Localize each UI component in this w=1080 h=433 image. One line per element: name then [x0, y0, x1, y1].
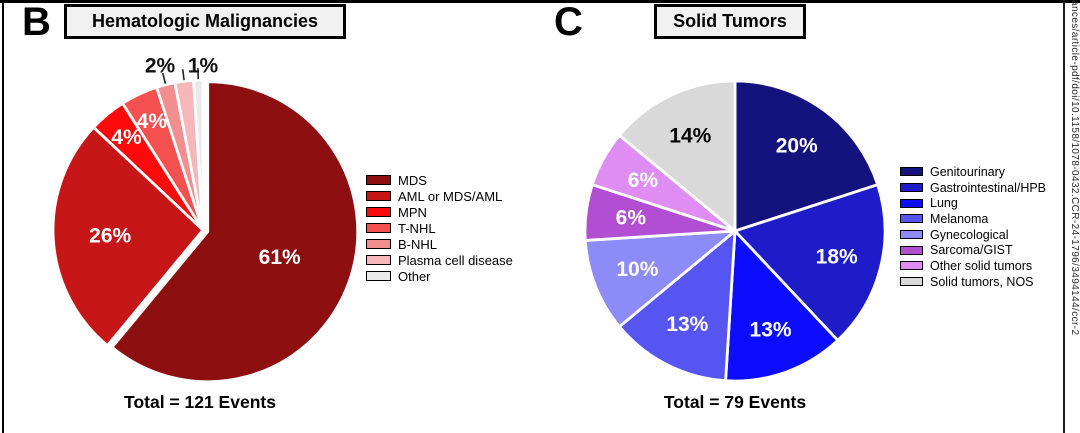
legend-label-t-nhl: T-NHL: [398, 220, 436, 236]
pie-b: 61% 26% 4%4% 2% 1%: [51, 55, 360, 384]
legend-item-sarcoma-gist: Sarcoma/GIST: [900, 242, 1046, 258]
pie-slice-mds: [110, 80, 360, 384]
legend-item-genitourinary: Genitourinary: [900, 164, 1046, 180]
pie-slice-melanoma: [618, 229, 737, 383]
pie-label-gynecological: 10%: [616, 258, 658, 281]
legend-item-b-nhl: B-NHL: [366, 236, 513, 252]
panel-c-legend: Genitourinary Gastrointestinal/HPB Lung Mel…: [900, 164, 1046, 290]
legend-label-plasma-cell-disease: Plasma cell disease: [398, 252, 513, 268]
legend-item-melanoma: Melanoma: [900, 211, 1046, 227]
legend-label-b-nhl: B-NHL: [398, 236, 438, 252]
leader-tick-b-nhl: [161, 72, 167, 84]
pie-label-b-nhl: 2%: [145, 55, 176, 78]
pie-label-genitourinary: 20%: [776, 135, 818, 158]
pie-c: 20% 18% 13% 13% 10% 6% 6% 14%: [583, 79, 887, 383]
legend-label-gastrointestinal-hpb: Gastrointestinal/HPB: [930, 180, 1047, 195]
legend-item-t-nhl: T-NHL: [366, 220, 513, 236]
legend-label-other: Other: [398, 268, 431, 284]
panel-c-letter: C: [554, 0, 583, 44]
pie-label-lung: 13%: [750, 318, 792, 341]
leader-tick-plasma-cell-disease: [181, 69, 185, 81]
pie-label-solid-tumors-nos: 14%: [669, 124, 711, 147]
legend-label-lung: Lung: [930, 196, 958, 211]
legend-swatch-other: [366, 271, 391, 281]
legend-label-mpn: MPN: [398, 204, 427, 220]
legend-swatch-lung: [900, 198, 923, 208]
watermark-text: ances/article-pdf/doi/10.1158/1078-0432.…: [1069, 0, 1080, 336]
legend-swatch-t-nhl: [366, 223, 391, 233]
legend-swatch-gastrointestinal-hpb: [900, 183, 923, 193]
pie-label-melanoma: 13%: [666, 313, 708, 336]
legend-swatch-mpn: [366, 207, 391, 217]
pie-slice-gastrointestinal-hpb: [733, 183, 887, 342]
legend-swatch-sarcoma-gist: [900, 245, 923, 255]
legend-item-other-solid-tumors: Other solid tumors: [900, 258, 1046, 274]
legend-item-plasma-cell-disease: Plasma cell disease: [366, 252, 513, 268]
pie-slice-lung: [724, 229, 840, 383]
panel-b-letter: B: [22, 0, 51, 44]
frame-left-rule: [1, 0, 4, 433]
pie-label-other: 1%: [188, 55, 219, 78]
legend-swatch-melanoma: [900, 214, 923, 224]
pie-slice-other: [192, 78, 205, 232]
legend-swatch-aml-or-mds-aml: [366, 191, 391, 201]
pie-slice-gynecological: [583, 229, 737, 329]
legend-label-gynecological: Gynecological: [930, 227, 1009, 242]
legend-item-other: Other: [366, 268, 513, 284]
pie-label-gastrointestinal-hpb: 18%: [816, 246, 858, 269]
legend-item-mpn: MPN: [366, 204, 513, 220]
legend-item-lung: Lung: [900, 195, 1046, 211]
panel-c-total: Total = 79 Events: [663, 392, 807, 412]
pie-label-mpn: 4%: [111, 126, 142, 149]
pie-slice-aml-or-mds-aml: [51, 125, 205, 347]
legend-item-mds: MDS: [366, 172, 513, 188]
legend-item-solid-tumors-nos: Solid tumors, NOS: [900, 274, 1046, 290]
panel-b-title-box: Hematologic Malignancies: [64, 4, 346, 39]
legend-swatch-mds: [366, 175, 391, 185]
panel-c-title: Solid Tumors: [673, 11, 787, 31]
legend-label-melanoma: Melanoma: [930, 211, 989, 226]
frame-top-rule: [0, 0, 1080, 3]
panel-b-title: Hematologic Malignancies: [91, 11, 319, 31]
legend-item-aml-or-mds-aml: AML or MDS/AML: [366, 188, 513, 204]
legend-label-genitourinary: Genitourinary: [930, 164, 1006, 179]
legend-swatch-other-solid-tumors: [900, 261, 923, 271]
pie-slice-solid-tumors-nos: [618, 79, 737, 233]
legend-item-gynecological: Gynecological: [900, 227, 1046, 243]
panel-c-title-box: Solid Tumors: [654, 4, 806, 39]
legend-label-solid-tumors-nos: Solid tumors, NOS: [930, 274, 1034, 289]
legend-label-other-solid-tumors: Other solid tumors: [930, 258, 1033, 273]
pie-label-other-solid-tumors: 6%: [628, 169, 659, 192]
legend-swatch-genitourinary: [900, 167, 923, 177]
legend-swatch-solid-tumors-nos: [900, 277, 923, 287]
legend-label-mds: MDS: [398, 172, 427, 188]
legend-label-sarcoma-gist: Sarcoma/GIST: [930, 243, 1013, 258]
pie-slice-genitourinary: [733, 79, 880, 233]
legend-swatch-gynecological: [900, 230, 923, 240]
legend-swatch-plasma-cell-disease: [366, 255, 391, 265]
pie-label-t-nhl: 4%: [137, 110, 168, 133]
pie-label-aml-or-mds-aml: 26%: [89, 224, 131, 247]
legend-item-gastrointestinal-hpb: Gastrointestinal/HPB: [900, 180, 1046, 196]
pie-label-sarcoma-gist: 6%: [616, 206, 647, 229]
watermark-rule: [1063, 0, 1065, 433]
panel-b-legend: MDS AML or MDS/AML MPN T-NHL B-NHL Plasma cel…: [366, 172, 513, 284]
legend-label-aml-or-mds-aml: AML or MDS/AML: [398, 188, 503, 204]
panel-b-total: Total = 121 Events: [124, 392, 276, 412]
legend-swatch-b-nhl: [366, 239, 391, 249]
pie-label-mds: 61%: [259, 246, 301, 269]
